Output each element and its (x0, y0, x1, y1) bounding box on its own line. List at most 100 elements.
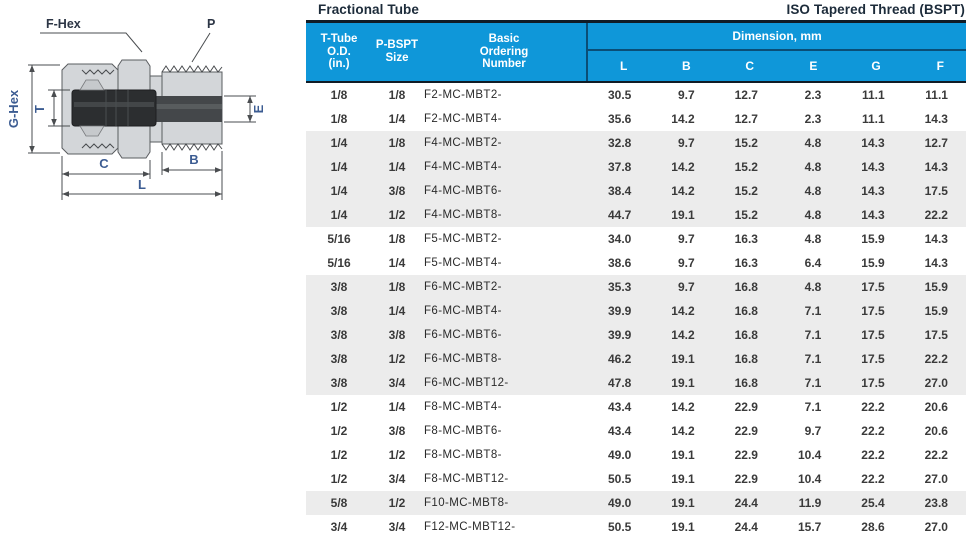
cell-dim-f: 14.3 (924, 232, 948, 246)
cell-dim-f: 27.0 (924, 472, 948, 486)
cell-dim-e: 11.9 (798, 496, 822, 510)
table-row: 1/4 1/4 F4-MC-MBT4- 37.8 14.2 15.2 4.8 1… (306, 155, 966, 179)
cell-tube-od: 5/8 (330, 496, 348, 510)
table-row: 3/8 1/2 F6-MC-MBT8- 46.2 19.1 16.8 7.1 1… (306, 347, 966, 371)
cell-bspt-size: 3/4 (388, 376, 406, 390)
cell-bspt-size: 1/4 (388, 256, 406, 270)
arrowhead (215, 191, 222, 197)
cell-dim-g: 11.1 (861, 88, 885, 102)
cell-dim-g: 14.3 (861, 136, 885, 150)
cell-dim-g: 28.6 (861, 520, 885, 534)
cell-bspt-size: 3/8 (388, 184, 406, 198)
table-row: 1/8 1/8 F2-MC-MBT2- 30.5 9.7 12.7 2.3 11… (306, 83, 966, 107)
cell-tube-od: 1/2 (330, 448, 348, 462)
cell-dim-b: 19.1 (671, 496, 695, 510)
cell-dim-b: 19.1 (671, 448, 695, 462)
arrowhead (29, 65, 35, 72)
cell-dim-l: 39.9 (607, 304, 632, 318)
cell-dim-g: 17.5 (861, 328, 885, 342)
cell-bspt-size: 1/2 (388, 448, 406, 462)
cell-tube-od: 3/8 (330, 304, 348, 318)
arrowhead (162, 167, 169, 173)
table-body: 1/8 1/8 F2-MC-MBT2- 30.5 9.7 12.7 2.3 11… (306, 83, 966, 539)
cell-dim-b: 14.2 (671, 424, 695, 438)
cell-bspt-size: 1/8 (388, 88, 406, 102)
cell-dim-b: 14.2 (671, 328, 695, 342)
cell-ordering-number: F2-MC-MBT2- (424, 89, 502, 101)
table-row: 1/8 1/4 F2-MC-MBT4- 35.6 14.2 12.7 2.3 1… (306, 107, 966, 131)
cell-dim-g: 25.4 (861, 496, 885, 510)
cell-tube-od: 1/2 (330, 472, 348, 486)
cell-ordering-number: F10-MC-MBT8- (424, 497, 509, 509)
cell-ordering-number: F2-MC-MBT4- (424, 113, 502, 125)
cell-ordering-number: F8-MC-MBT12- (424, 473, 509, 485)
fitting-diagram: F-Hex P G-Hex T E C (6, 17, 266, 200)
cell-dim-f: 22.2 (924, 448, 948, 462)
cell-dim-e: 7.1 (804, 400, 822, 414)
arrowhead (62, 171, 69, 177)
cell-dim-c: 15.2 (734, 136, 758, 150)
cell-dim-e: 10.4 (797, 472, 822, 486)
header-dim-f: F (936, 59, 944, 73)
cell-bspt-size: 3/4 (388, 520, 406, 534)
nut-thread-bottom (81, 143, 115, 149)
cell-dim-b: 9.7 (677, 280, 695, 294)
cell-dim-l: 46.2 (607, 352, 632, 366)
cell-dim-b: 19.1 (671, 520, 695, 534)
header-dim-g: G (871, 59, 881, 73)
cell-dim-c: 22.9 (734, 400, 758, 414)
cell-bspt-size: 1/2 (388, 352, 406, 366)
cell-tube-od: 5/16 (327, 256, 351, 270)
table-row: 1/2 1/4 F8-MC-MBT4- 43.4 14.2 22.9 7.1 2… (306, 395, 966, 419)
arrowhead (51, 90, 57, 97)
cell-dim-e: 7.1 (804, 376, 822, 390)
cell-dim-b: 14.2 (671, 400, 695, 414)
cell-dim-g: 22.2 (861, 424, 885, 438)
cell-ordering-number: F6-MC-MBT4- (424, 305, 502, 317)
arrowhead (143, 171, 150, 177)
cell-dim-e: 4.8 (804, 208, 822, 222)
table-row: 1/4 1/8 F4-MC-MBT2- 32.8 9.7 15.2 4.8 14… (306, 131, 966, 155)
cell-dim-b: 19.1 (671, 208, 695, 222)
cell-tube-od: 3/8 (330, 280, 348, 294)
cell-ordering-number: F12-MC-MBT12- (424, 521, 516, 533)
cell-dim-e: 15.7 (797, 520, 822, 534)
cell-dim-f: 22.2 (924, 352, 948, 366)
table-row: 3/8 1/4 F6-MC-MBT4- 39.9 14.2 16.8 7.1 1… (306, 299, 966, 323)
cell-tube-od: 3/8 (330, 328, 348, 342)
cell-dim-c: 22.9 (734, 472, 758, 486)
cell-dim-e: 7.1 (804, 304, 822, 318)
header-dim-e: E (809, 59, 818, 73)
cell-ordering-number: F5-MC-MBT2- (424, 233, 502, 245)
table-header: T-Tube O.D. (in.) P-BSPT Size Basic Orde… (306, 20, 966, 83)
cell-dim-f: 15.9 (924, 280, 948, 294)
cell-ordering-number: F4-MC-MBT2- (424, 137, 502, 149)
cell-dim-g: 17.5 (861, 280, 885, 294)
table-row: 3/8 3/8 F6-MC-MBT6- 39.9 14.2 16.8 7.1 1… (306, 323, 966, 347)
cell-dim-f: 12.7 (924, 136, 948, 150)
cell-dim-l: 38.6 (607, 256, 632, 270)
cell-dim-e: 7.1 (804, 352, 822, 366)
cell-ordering-number: F8-MC-MBT8- (424, 449, 502, 461)
cell-ordering-number: F8-MC-MBT4- (424, 401, 502, 413)
cell-tube-od: 1/4 (330, 208, 348, 222)
header-dim-l: L (586, 51, 649, 81)
cell-bspt-size: 1/4 (388, 400, 406, 414)
cell-dim-e: 2.3 (804, 112, 822, 126)
cell-dim-l: 49.0 (607, 448, 632, 462)
ferrule-bottom (79, 125, 105, 137)
cell-tube-od: 3/8 (330, 352, 348, 366)
cell-dim-c: 16.8 (734, 352, 758, 366)
b-dim-label: B (189, 152, 198, 167)
arrowhead (29, 146, 35, 153)
cell-dim-l: 39.9 (607, 328, 632, 342)
g-hex-dim-label: G-Hex (6, 89, 21, 128)
cell-dim-b: 14.2 (671, 304, 695, 318)
cell-dim-c: 22.9 (734, 424, 758, 438)
cell-ordering-number: F4-MC-MBT4- (424, 161, 502, 173)
cell-dim-l: 34.0 (607, 232, 632, 246)
cell-dim-g: 14.3 (861, 208, 885, 222)
cell-dim-b: 9.7 (677, 256, 695, 270)
cell-dim-e: 2.3 (804, 88, 822, 102)
cell-bspt-size: 3/8 (388, 328, 406, 342)
